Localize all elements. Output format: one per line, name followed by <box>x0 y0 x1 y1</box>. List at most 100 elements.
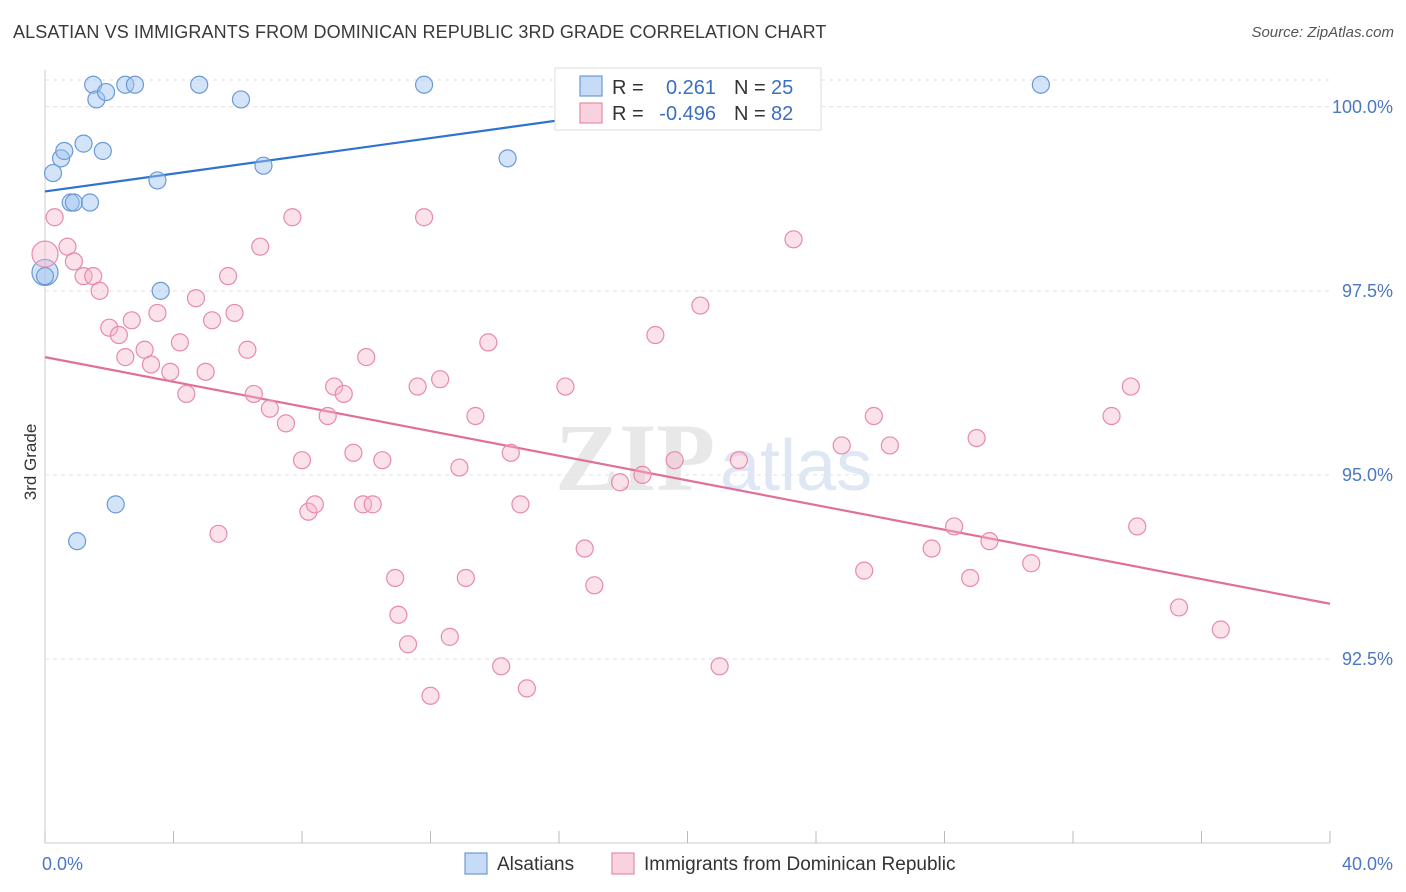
dominican-point <box>305 495 324 514</box>
alsatians-point <box>80 193 100 212</box>
alsatians-point <box>35 267 55 286</box>
dominican-point <box>334 384 353 404</box>
dominican-point <box>492 657 511 676</box>
dominican-point <box>64 252 84 271</box>
dominican-point <box>244 384 263 404</box>
alsatians-point <box>96 82 116 102</box>
y-tick-label: 97.5% <box>1342 281 1393 301</box>
chart-title: ALSATIAN VS IMMIGRANTS FROM DOMINICAN RE… <box>13 22 827 42</box>
dominican-point <box>251 237 270 256</box>
dominican-point <box>202 311 222 330</box>
dominican-point <box>585 576 604 595</box>
dominican-point <box>196 362 215 381</box>
dominican-point <box>1121 377 1140 396</box>
dominican-point <box>1128 517 1147 536</box>
dominican-point <box>456 568 475 588</box>
alsatians-point <box>190 75 209 94</box>
dominican-point <box>116 348 135 367</box>
dominican-point <box>414 208 434 227</box>
legend-swatch-blue <box>579 75 603 97</box>
dominican-point <box>74 267 93 286</box>
alsatians-point <box>414 75 434 94</box>
dominican-point <box>511 495 530 514</box>
legend-r-value-2: -0.496 <box>659 103 716 125</box>
dominican-point <box>45 208 64 227</box>
grid-lines <box>45 79 1330 660</box>
dominican-point <box>186 289 206 308</box>
dominican-point <box>501 443 520 462</box>
dominican-point <box>373 451 392 470</box>
dominican-point <box>148 303 167 323</box>
series-legend: Alsatians Immigrants from Dominican Repu… <box>464 852 956 875</box>
dominican-point <box>610 473 630 492</box>
alsatians-point <box>87 90 106 109</box>
dominican-point <box>292 451 312 470</box>
legend-r-label-1: R = <box>612 77 644 99</box>
legend-swatch-alsatians <box>464 852 488 875</box>
dominican-point <box>945 517 964 536</box>
dominican-point <box>1102 406 1121 426</box>
dominican-point <box>1169 598 1189 617</box>
dominican-point <box>784 230 803 249</box>
dominican-point <box>633 465 652 485</box>
alsatians-point <box>231 90 251 109</box>
axes <box>44 70 1331 844</box>
dominican-point <box>729 451 749 470</box>
dominican-point <box>864 406 883 426</box>
dominican-point <box>363 495 382 514</box>
alsatians-point <box>151 281 170 300</box>
dominican-point <box>357 348 376 367</box>
y-tick-label: 100.0% <box>1332 97 1393 117</box>
dominican-point <box>238 340 257 359</box>
dominican-point <box>177 384 196 404</box>
dominican-point <box>90 281 109 300</box>
dominican-trend-line <box>44 356 1331 605</box>
dominican-point <box>880 436 899 455</box>
dominican-point <box>556 377 575 396</box>
dominican-point <box>141 355 161 374</box>
dominican-point <box>170 333 190 352</box>
alsatians-point <box>125 75 145 94</box>
dominican-point <box>665 451 684 470</box>
dominican-point <box>421 686 440 705</box>
dominican-point <box>1211 620 1230 639</box>
legend-n-value-2: 82 <box>771 103 793 125</box>
dominican-point <box>832 436 851 455</box>
dominican-point <box>100 318 119 337</box>
dominican-point <box>386 568 405 588</box>
alsatians-point <box>74 134 93 153</box>
dominican-point <box>109 325 128 345</box>
dominican-point <box>967 428 986 448</box>
source-label: Source: ZipAtlas.com <box>1251 24 1394 41</box>
tick-labels: 92.5% 95.0% 97.5% 100.0% 0.0% 40.0% <box>42 97 1393 874</box>
dominican-point <box>219 267 238 286</box>
dominican-point <box>353 495 373 514</box>
dominican-point <box>31 240 59 268</box>
dominican-point <box>209 524 228 543</box>
x-tick-label: 0.0% <box>42 854 83 874</box>
y-tick-label: 95.0% <box>1342 465 1393 485</box>
svg-text:ZIP: ZIP <box>555 404 715 511</box>
alsatians-point <box>1031 75 1050 94</box>
dominican-point <box>440 627 459 646</box>
alsatians-point <box>498 149 517 168</box>
dominican-point <box>276 414 296 433</box>
dominican-point <box>466 406 485 426</box>
dominican-point <box>318 406 337 426</box>
dominican-point <box>1022 554 1041 573</box>
dominican-point <box>450 458 469 477</box>
data-points <box>31 75 1230 705</box>
x-tick-label: 40.0% <box>1342 854 1393 874</box>
alsatians-point <box>43 163 63 183</box>
alsatians-point <box>64 193 84 212</box>
dominican-point <box>431 370 450 389</box>
dominican-point <box>961 568 980 588</box>
dominican-point <box>260 399 279 418</box>
y-axis-label: 3rd Grade <box>21 424 40 501</box>
legend-r-value-1: 0.261 <box>666 77 716 99</box>
y-tick-label: 92.5% <box>1342 649 1393 669</box>
dominican-point <box>691 296 710 315</box>
alsatians-point <box>116 75 135 94</box>
dominican-point <box>575 539 594 558</box>
